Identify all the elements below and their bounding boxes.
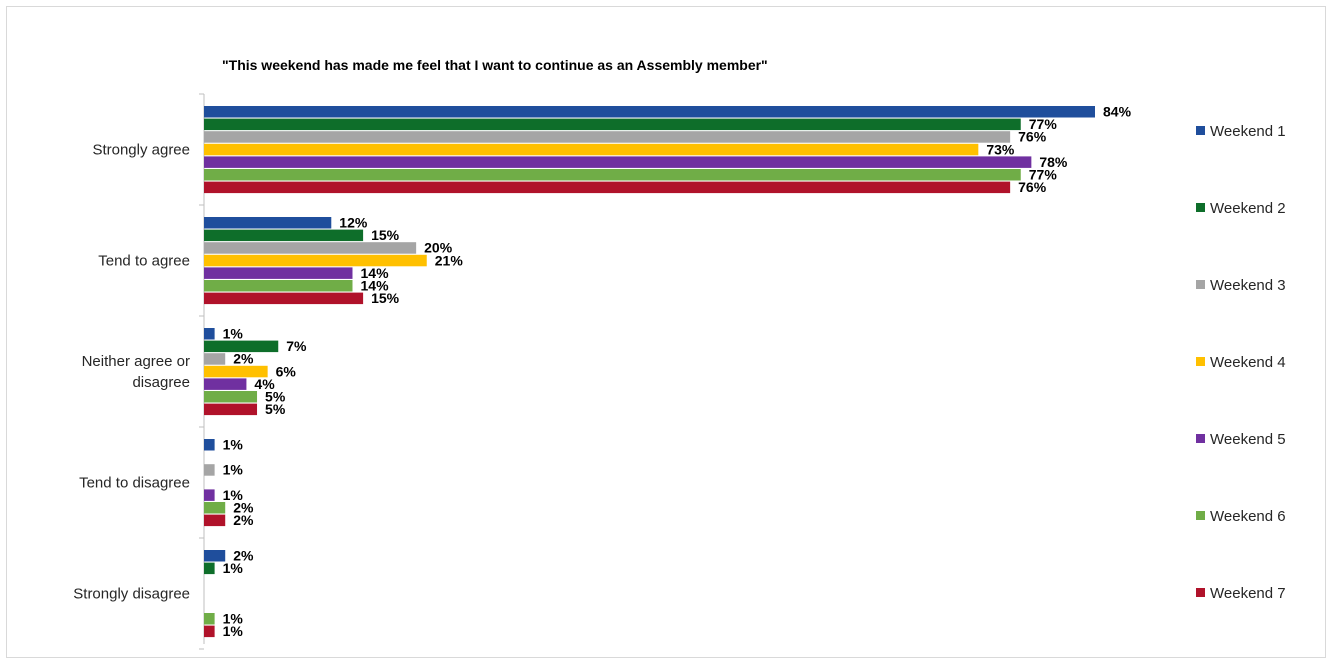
bar	[204, 625, 215, 638]
bar	[204, 229, 364, 242]
bar	[204, 106, 1095, 118]
chart-title: "This weekend has made me feel that I wa…	[222, 57, 768, 73]
bar	[204, 242, 417, 254]
legend-swatch	[1196, 357, 1205, 366]
bar	[204, 365, 268, 378]
data-label: 84%	[1103, 104, 1132, 120]
legend-label: Weekend 5	[1210, 431, 1286, 448]
data-label: 14%	[361, 278, 390, 294]
category-label: Strongly disagree	[73, 586, 190, 603]
bar	[204, 280, 353, 292]
data-label: 76%	[1018, 129, 1047, 145]
bar	[204, 403, 258, 416]
bar	[204, 169, 1021, 181]
data-label: 78%	[1039, 154, 1068, 170]
bar	[204, 514, 226, 527]
data-label: 15%	[371, 290, 400, 306]
data-label: 76%	[1018, 179, 1047, 195]
data-label: 1%	[223, 611, 244, 627]
bar	[204, 353, 226, 365]
bar	[204, 118, 1021, 131]
bar	[204, 502, 226, 514]
data-label: 2%	[233, 512, 254, 528]
data-label: 1%	[223, 437, 244, 453]
bar	[204, 181, 1011, 194]
legend-swatch	[1196, 126, 1205, 135]
data-label: 2%	[233, 351, 254, 367]
legend-swatch	[1196, 203, 1205, 212]
category-label: Neither agree or disagree	[82, 353, 190, 391]
plot-area: Strongly agree Tend to agree Neither agree…	[73, 93, 1132, 650]
data-label: 15%	[371, 227, 400, 243]
bar	[204, 143, 979, 156]
bar	[204, 254, 427, 267]
category-label: Strongly agree	[92, 142, 190, 159]
data-label: 2%	[233, 548, 254, 564]
legend-label: Weekend 7	[1210, 585, 1286, 602]
bar	[204, 391, 258, 403]
data-label: 5%	[265, 389, 286, 405]
legend-label: Weekend 2	[1210, 200, 1286, 217]
legend-swatch	[1196, 588, 1205, 597]
bar	[204, 378, 247, 390]
bar	[204, 340, 279, 353]
data-label: 7%	[286, 338, 307, 354]
legend-label: Weekend 1	[1210, 123, 1286, 140]
bar	[204, 292, 364, 305]
data-label: 77%	[1029, 116, 1058, 132]
data-label: 12%	[339, 215, 368, 231]
data-label: 2%	[233, 500, 254, 516]
bar	[204, 328, 215, 340]
chart-frame	[6, 6, 1326, 658]
bar	[204, 489, 215, 501]
bar	[204, 267, 353, 279]
bar	[204, 550, 226, 562]
legend-swatch	[1196, 434, 1205, 443]
data-label: 1%	[223, 623, 244, 639]
bar	[204, 613, 215, 625]
bar	[204, 131, 1011, 143]
legend-swatch	[1196, 280, 1205, 289]
data-label: 1%	[223, 487, 244, 503]
data-label: 14%	[361, 265, 390, 281]
bar	[204, 562, 215, 575]
legend-swatch	[1196, 511, 1205, 520]
data-label: 77%	[1029, 167, 1058, 183]
category-label: Tend to agree	[98, 253, 190, 270]
data-label: 5%	[265, 401, 286, 417]
bar	[204, 217, 332, 229]
data-label: 73%	[986, 141, 1015, 157]
legend-label: Weekend 6	[1210, 508, 1286, 525]
data-label: 4%	[254, 376, 275, 392]
data-label: 1%	[223, 326, 244, 342]
legend-label: Weekend 3	[1210, 277, 1286, 294]
bar	[204, 156, 1032, 168]
legend-label: Weekend 4	[1210, 354, 1286, 371]
bar	[204, 464, 215, 476]
data-label: 1%	[223, 560, 244, 576]
data-label: 21%	[435, 252, 464, 268]
category-label: Tend to disagree	[79, 475, 190, 492]
data-label: 6%	[276, 363, 297, 379]
data-label: 1%	[223, 462, 244, 478]
data-label: 20%	[424, 240, 453, 256]
bar	[204, 439, 215, 451]
legend: Weekend 1 Weekend 2 Weekend 3 Weekend 4 Week…	[1196, 123, 1286, 602]
